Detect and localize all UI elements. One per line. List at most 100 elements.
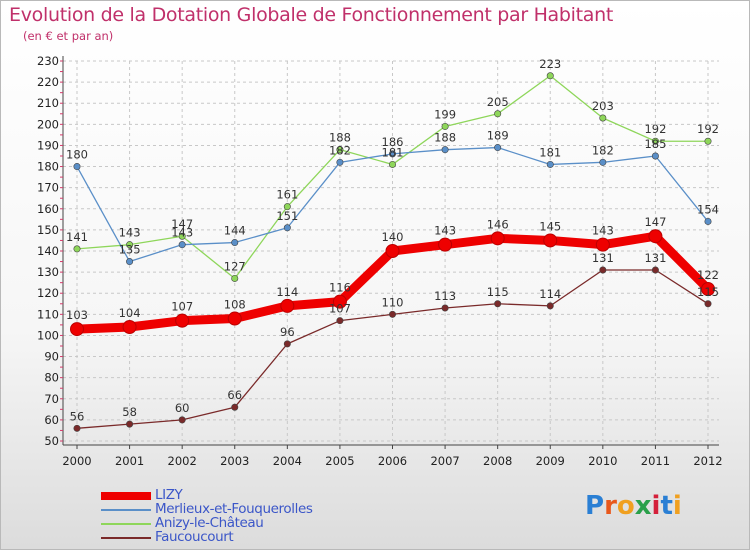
data-point (599, 114, 607, 122)
legend-label: Anizy-le-Château (155, 515, 264, 531)
data-point (70, 322, 84, 337)
data-point (595, 237, 610, 252)
data-point (704, 217, 712, 225)
y-tick-label: 70 (44, 392, 59, 406)
legend-label: Faucoucourt (155, 529, 234, 545)
y-tick-label: 80 (44, 371, 59, 385)
y-tick-label: 140 (37, 244, 59, 258)
data-point (651, 137, 659, 145)
data-label: 96 (280, 325, 295, 339)
data-label: 114 (539, 287, 561, 301)
data-label: 192 (697, 122, 719, 136)
data-point (126, 258, 134, 266)
data-point (490, 231, 505, 246)
data-point (494, 300, 502, 308)
data-point (388, 150, 396, 158)
data-point (336, 158, 344, 166)
data-label: 143 (592, 224, 614, 238)
data-label: 131 (644, 251, 666, 265)
x-tick-label: 2004 (273, 454, 302, 468)
data-label: 188 (434, 131, 456, 145)
y-tick-label: 60 (44, 413, 59, 427)
data-label: 116 (329, 281, 351, 295)
data-label: 56 (70, 409, 85, 423)
data-label: 223 (539, 57, 561, 71)
data-point (704, 137, 712, 145)
y-tick-label: 120 (37, 286, 59, 300)
data-point (283, 224, 291, 232)
data-label: 180 (66, 148, 88, 162)
y-tick-label: 210 (37, 96, 59, 110)
data-label: 110 (382, 295, 404, 309)
data-label: 161 (276, 188, 298, 202)
data-point (651, 266, 659, 274)
x-tick-label: 2001 (115, 454, 144, 468)
data-label: 199 (434, 107, 456, 121)
data-point (438, 237, 453, 252)
data-label: 141 (66, 230, 88, 244)
x-tick-label: 2002 (168, 454, 197, 468)
y-tick-label: 180 (37, 160, 59, 174)
data-label: 185 (644, 137, 666, 151)
y-tick-label: 90 (44, 350, 59, 364)
x-tick-label: 2003 (220, 454, 249, 468)
chart-subtitle: (en € et par an) (23, 29, 114, 43)
data-point (599, 266, 607, 274)
y-tick-label: 130 (37, 265, 59, 279)
data-label: 58 (122, 405, 137, 419)
data-label: 188 (329, 131, 351, 145)
logo-letter: o (616, 491, 635, 521)
y-tick-label: 150 (37, 223, 59, 237)
data-label: 113 (434, 289, 456, 303)
data-point (231, 239, 239, 247)
data-point (178, 232, 186, 240)
data-point (704, 300, 712, 308)
data-point (388, 310, 396, 318)
data-label: 147 (171, 217, 193, 231)
data-point (546, 160, 554, 168)
x-tick-label: 2012 (693, 454, 722, 468)
data-point (280, 298, 295, 313)
y-tick-label: 220 (37, 75, 59, 89)
data-label: 143 (171, 226, 193, 240)
data-label: 145 (539, 219, 561, 233)
x-tick-label: 2010 (588, 454, 617, 468)
logo-letter: i (672, 491, 682, 521)
proxiti-logo: Proxiti (585, 491, 682, 521)
legend-swatch (101, 509, 151, 511)
legend-swatch (101, 537, 151, 539)
data-label: 114 (276, 285, 298, 299)
data-label: 151 (276, 209, 298, 223)
data-label: 140 (382, 230, 404, 244)
data-label: 122 (697, 268, 719, 282)
data-label: 181 (382, 145, 404, 159)
data-label: 186 (382, 135, 404, 149)
x-tick-label: 2005 (325, 454, 354, 468)
data-label: 182 (329, 143, 351, 157)
data-point (441, 146, 449, 154)
data-label: 182 (592, 143, 614, 157)
x-tick-label: 2007 (430, 454, 459, 468)
data-label: 181 (539, 145, 561, 159)
y-tick-label: 100 (37, 328, 59, 342)
logo-letter: t (660, 491, 673, 521)
y-tick-label: 50 (44, 434, 59, 448)
data-point (441, 122, 449, 130)
data-label: 115 (697, 285, 719, 299)
data-label: 143 (119, 226, 141, 240)
data-point (546, 72, 554, 80)
data-label: 135 (119, 243, 141, 257)
y-tick-label: 230 (37, 54, 59, 68)
data-point (336, 317, 344, 325)
data-point (388, 160, 396, 168)
data-label: 107 (329, 302, 351, 316)
x-tick-label: 2006 (378, 454, 407, 468)
data-label: 131 (592, 251, 614, 265)
data-label: 154 (697, 202, 719, 216)
data-point (441, 304, 449, 312)
data-point (599, 158, 607, 166)
data-label: 108 (224, 298, 246, 312)
data-label: 115 (487, 285, 509, 299)
data-label: 104 (119, 306, 141, 320)
data-point (126, 420, 134, 428)
